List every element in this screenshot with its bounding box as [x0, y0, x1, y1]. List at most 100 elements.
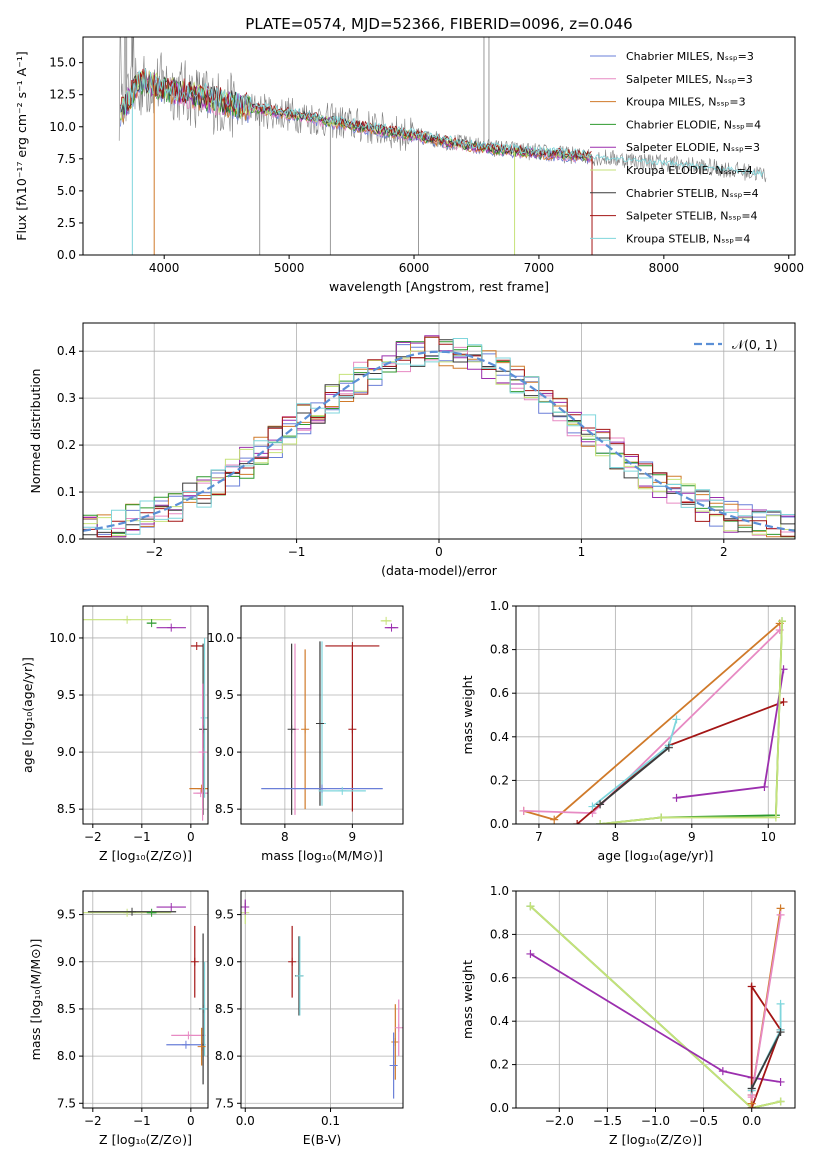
- plot-area: [83, 335, 795, 538]
- data-point: [200, 1004, 208, 1013]
- x-tick-label: −0.5: [689, 1114, 718, 1128]
- axes-frame: [515, 605, 796, 825]
- y-axis-label: mass [log₁₀(M/M⊙)]: [28, 939, 43, 1061]
- y-tick-label: 12.5: [49, 88, 76, 102]
- weight-line: [591, 719, 678, 808]
- legend-label: Salpeter MILES, Nₛₛₚ=3: [626, 73, 753, 86]
- x-tick-label: 0.1: [321, 1114, 340, 1128]
- y-tick-label: 10.0: [49, 120, 76, 134]
- x-tick-label: −1: [133, 830, 151, 844]
- chart-residuals: −2 −1 0 1 2 0.0 0.1 0.2 0.3 0.4 (data-model)/error…: [28, 322, 796, 578]
- data-point: [192, 641, 201, 650]
- spectrum-model-line: [120, 69, 592, 159]
- weight-marker: [596, 800, 605, 809]
- y-tick-label: 0.2: [57, 438, 76, 452]
- x-tick-label: 2: [720, 545, 728, 559]
- y-tick-label: 7.5: [57, 152, 76, 166]
- data-point: [181, 1040, 190, 1049]
- axes-frame: [82, 890, 209, 1109]
- y-tick-label: 8.5: [215, 802, 234, 816]
- data-point: [200, 713, 208, 722]
- y-tick-label: 1.0: [490, 884, 509, 898]
- plot-area: [83, 903, 208, 1085]
- weight-marker: [672, 793, 681, 802]
- weight-marker: [776, 1028, 785, 1037]
- x-axis-label: wavelength [Angstrom, rest frame]: [329, 279, 549, 294]
- x-tick-label: −1.5: [593, 1114, 622, 1128]
- histogram-step: [83, 338, 795, 535]
- y-tick-label: 9.5: [215, 908, 234, 922]
- weight-marker: [718, 1067, 727, 1076]
- data-point: [287, 725, 296, 734]
- chart-weight_vs_Z: −2.0 −1.5 −1.0 −0.5 0.0 0.0 0.2 0.4 0.6 0.8 1.0 Z […: [460, 884, 796, 1147]
- y-tick-label: 8.0: [57, 1049, 76, 1063]
- axes-frame: [82, 605, 209, 825]
- data-point: [391, 1037, 400, 1046]
- chart-age_vs_mass: 8 9 8.5 9.0 9.5 10.0 mass [log₁₀(M/M⊙)]: [207, 605, 404, 863]
- data-point: [190, 957, 199, 966]
- spectrum-model-line: [120, 68, 592, 159]
- x-tick-label: −1: [133, 1114, 151, 1128]
- x-tick-label: −2: [84, 830, 102, 844]
- y-tick-label: 0.3: [57, 391, 76, 405]
- data-point: [295, 971, 304, 980]
- y-tick-label: 0.0: [57, 248, 76, 262]
- weight-marker: [778, 617, 787, 626]
- y-tick-label: 0.2: [490, 773, 509, 787]
- x-tick-label: 0: [187, 1114, 195, 1128]
- data-point: [338, 786, 347, 795]
- data-point: [167, 903, 176, 912]
- data-point: [184, 1031, 193, 1040]
- weight-marker: [776, 910, 785, 919]
- data-point: [128, 907, 137, 916]
- x-tick-label: 9: [349, 830, 357, 844]
- weight-line: [600, 621, 783, 824]
- x-tick-label: 1: [578, 545, 586, 559]
- y-tick-label: 10.0: [207, 631, 234, 645]
- y-tick-label: 9.5: [57, 908, 76, 922]
- y-tick-label: 15.0: [49, 56, 76, 70]
- plot-area: [83, 615, 208, 821]
- y-tick-label: 0.2: [490, 1058, 509, 1072]
- legend-label: Chabrier MILES, Nₛₛₚ=3: [626, 50, 754, 63]
- plot-area: [519, 617, 788, 824]
- data-point: [123, 615, 132, 624]
- y-axis-label: mass weight: [460, 960, 475, 1039]
- chart-spectrum: 4000 5000 6000 7000 8000 9000 0.0 2.5 5.0 7.5 10.0…: [14, 15, 804, 294]
- axes-frame: [82, 36, 796, 256]
- y-axis-label: Flux [fλ10⁻¹⁷ erg cm⁻² s⁻¹ A⁻¹]: [14, 51, 29, 240]
- axes-frame: [240, 605, 404, 825]
- data-point: [167, 623, 176, 632]
- legend-label: Salpeter STELIB, Nₛₛₚ=4: [626, 210, 758, 223]
- x-tick-label: 10: [761, 830, 776, 844]
- y-tick-label: 0.8: [490, 643, 509, 657]
- weight-marker: [526, 902, 535, 911]
- data-point: [387, 623, 396, 632]
- data-point: [288, 957, 297, 966]
- weight-marker: [779, 697, 788, 706]
- data-point: [301, 725, 310, 734]
- plot-area: [261, 616, 399, 815]
- gaussian-curve: [83, 350, 795, 532]
- chart-weight_vs_age: 7 8 9 10 0.0 0.2 0.4 0.6 0.8 1.0 age [log₁₀(age/yr…: [460, 599, 796, 863]
- y-tick-label: 9.5: [215, 688, 234, 702]
- x-tick-label: 0: [187, 830, 195, 844]
- weight-marker: [596, 820, 605, 824]
- x-tick-label: 9000: [773, 261, 804, 275]
- x-tick-label: 5000: [274, 261, 305, 275]
- chart-mass_vs_EBV: 0.0 0.1 7.5 8.0 8.5 9.0 9.5 E(B-V): [215, 890, 404, 1147]
- legend-label: Salpeter ELODIE, Nₛₛₚ=3: [626, 141, 760, 154]
- y-tick-label: 0.0: [490, 817, 509, 831]
- weight-marker: [550, 815, 559, 824]
- x-tick-label: 8: [281, 830, 289, 844]
- data-point: [147, 619, 156, 628]
- spectrum-data-line: [118, 37, 767, 183]
- weight-line: [529, 953, 781, 1083]
- axes-frame: [240, 890, 404, 1109]
- weight-marker: [657, 813, 666, 822]
- x-tick-label: −2: [84, 1114, 102, 1128]
- weight-line: [576, 701, 784, 824]
- x-tick-label: −2.0: [545, 1114, 574, 1128]
- y-tick-label: 7.5: [215, 1096, 234, 1110]
- weight-marker: [573, 820, 582, 824]
